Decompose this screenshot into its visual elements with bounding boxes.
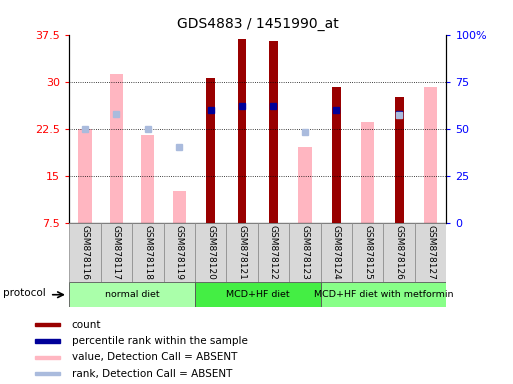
Text: GSM878125: GSM878125: [363, 225, 372, 280]
Text: MCD+HF diet: MCD+HF diet: [226, 290, 290, 299]
Bar: [415, 223, 446, 282]
Bar: [35, 372, 61, 376]
Bar: [361, 122, 374, 223]
Bar: [195, 282, 321, 307]
Text: rank, Detection Call = ABSENT: rank, Detection Call = ABSENT: [72, 369, 232, 379]
Text: GSM878121: GSM878121: [238, 225, 247, 280]
Bar: [383, 223, 415, 282]
Text: GSM878116: GSM878116: [81, 225, 89, 280]
Text: GSM878117: GSM878117: [112, 225, 121, 280]
Bar: [321, 223, 352, 282]
Text: count: count: [72, 319, 102, 330]
Text: GSM878119: GSM878119: [175, 225, 184, 280]
Bar: [395, 97, 404, 223]
Text: MCD+HF diet with metformin: MCD+HF diet with metformin: [314, 290, 453, 299]
Text: GSM878123: GSM878123: [301, 225, 309, 280]
Bar: [238, 39, 246, 223]
Text: GSM878126: GSM878126: [394, 225, 404, 280]
Bar: [289, 223, 321, 282]
Bar: [78, 129, 91, 223]
Bar: [173, 191, 186, 223]
Text: GSM878118: GSM878118: [143, 225, 152, 280]
Bar: [164, 223, 195, 282]
Bar: [195, 223, 226, 282]
Bar: [35, 356, 61, 359]
Bar: [132, 223, 164, 282]
Bar: [141, 135, 154, 223]
Bar: [299, 147, 311, 223]
Bar: [332, 87, 341, 223]
Text: GSM878124: GSM878124: [332, 225, 341, 280]
Bar: [269, 41, 278, 223]
Bar: [321, 282, 446, 307]
Bar: [352, 223, 383, 282]
Bar: [424, 87, 437, 223]
Text: normal diet: normal diet: [105, 290, 160, 299]
Text: percentile rank within the sample: percentile rank within the sample: [72, 336, 248, 346]
Bar: [35, 339, 61, 343]
Text: value, Detection Call = ABSENT: value, Detection Call = ABSENT: [72, 352, 237, 362]
Title: GDS4883 / 1451990_at: GDS4883 / 1451990_at: [177, 17, 339, 31]
Text: GSM878120: GSM878120: [206, 225, 215, 280]
Bar: [69, 223, 101, 282]
Bar: [206, 78, 215, 223]
Bar: [226, 223, 258, 282]
Bar: [110, 74, 123, 223]
Text: GSM878122: GSM878122: [269, 225, 278, 280]
Bar: [101, 223, 132, 282]
Text: protocol: protocol: [4, 288, 46, 298]
Text: GSM878127: GSM878127: [426, 225, 435, 280]
Bar: [258, 223, 289, 282]
Bar: [35, 323, 61, 326]
Bar: [69, 282, 195, 307]
